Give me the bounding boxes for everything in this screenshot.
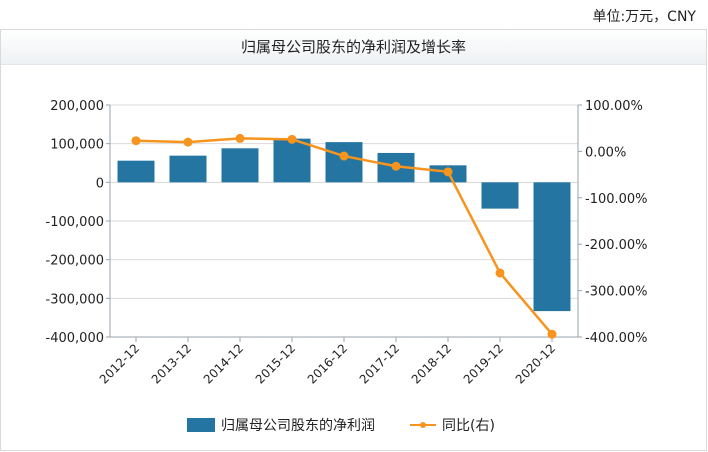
growth-point bbox=[287, 134, 297, 144]
x-tick-label: 2012-12 bbox=[97, 341, 142, 386]
growth-point bbox=[547, 329, 557, 339]
growth-point bbox=[235, 133, 245, 143]
right-tick-label: -200.00% bbox=[585, 238, 648, 253]
right-tick-label: -300.00% bbox=[585, 285, 648, 300]
legend: 归属母公司股东的净利润 同比(右) bbox=[187, 417, 495, 434]
left-tick-label: 200,000 bbox=[50, 99, 104, 114]
x-tick-label: 2020-12 bbox=[513, 341, 558, 386]
x-tick-label: 2019-12 bbox=[461, 341, 506, 386]
right-tick-label: -100.00% bbox=[585, 192, 648, 207]
growth-point bbox=[183, 137, 193, 147]
right-tick-label: 0.00% bbox=[585, 145, 626, 160]
line-series bbox=[131, 133, 557, 339]
legend-bar-label: 归属母公司股东的净利润 bbox=[221, 417, 375, 434]
legend-line-marker bbox=[420, 422, 426, 428]
x-tick-label: 2016-12 bbox=[305, 341, 350, 386]
left-tick-label: -200,000 bbox=[46, 254, 104, 269]
bar-series bbox=[117, 138, 571, 312]
chart-title: 归属母公司股东的净利润及增长率 bbox=[1, 30, 706, 65]
left-tick-label: -400,000 bbox=[46, 331, 104, 346]
bar bbox=[325, 142, 363, 183]
x-tick-label: 2017-12 bbox=[357, 341, 402, 386]
growth-point bbox=[391, 161, 401, 171]
left-tick-label: 100,000 bbox=[50, 138, 104, 153]
unit-label: 单位:万元，CNY bbox=[592, 9, 696, 25]
left-tick-label: -300,000 bbox=[46, 292, 104, 307]
legend-line-label: 同比(右) bbox=[442, 418, 495, 434]
bar bbox=[169, 155, 207, 183]
bar bbox=[221, 148, 259, 183]
bar bbox=[117, 160, 155, 183]
gridlines bbox=[110, 104, 578, 338]
growth-point bbox=[339, 151, 349, 161]
growth-point bbox=[443, 167, 453, 177]
growth-point bbox=[495, 268, 505, 278]
legend-bar-swatch bbox=[187, 418, 215, 432]
left-axis-tick-labels: 200,000 100,000 0 -100,000 -200,000 -300,000 -… bbox=[46, 99, 104, 346]
x-tick-label: 2013-12 bbox=[149, 341, 194, 386]
left-tick-label: 0 bbox=[96, 176, 104, 191]
left-tick-label: -100,000 bbox=[46, 215, 104, 230]
x-axis-tick-labels: 2012-12 2013-12 2014-12 2015-12 2016-12 2017-… bbox=[97, 341, 558, 386]
right-tick-label: 100.00% bbox=[585, 99, 643, 114]
x-tick-label: 2014-12 bbox=[201, 341, 246, 386]
right-axis-tick-labels: 100.00% 0.00% -100.00% -200.00% -300.00% -400… bbox=[585, 99, 648, 346]
x-tick-label: 2018-12 bbox=[409, 341, 454, 386]
bar bbox=[533, 182, 571, 312]
x-tick-label: 2015-12 bbox=[253, 341, 298, 386]
axes bbox=[106, 104, 582, 342]
bar bbox=[273, 138, 311, 183]
chart-panel: 归属母公司股东的净利润及增长率 bbox=[0, 29, 707, 451]
bar bbox=[481, 182, 519, 209]
growth-point bbox=[131, 136, 141, 146]
right-tick-label: -400.00% bbox=[585, 331, 648, 346]
